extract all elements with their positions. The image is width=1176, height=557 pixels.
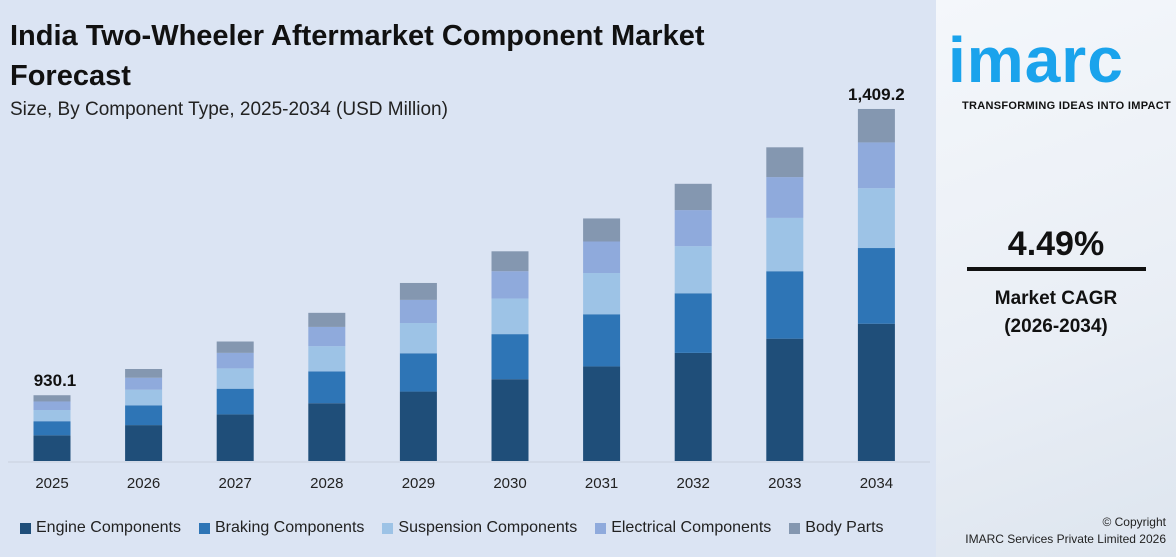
bar-segment-engine-components-2033 bbox=[766, 338, 804, 461]
bar-segment-body-parts-2032 bbox=[674, 183, 712, 211]
cagr-value: 4.49% bbox=[1007, 225, 1105, 263]
bar-segment-electrical-components-2033 bbox=[766, 177, 804, 218]
bar-segment-body-parts-2026 bbox=[125, 368, 163, 378]
bar-segment-braking-components-2029 bbox=[399, 353, 437, 392]
bar-segment-suspension-components-2032 bbox=[674, 246, 712, 294]
bar-segment-braking-components-2027 bbox=[216, 388, 254, 415]
x-tick-label: 2026 bbox=[127, 475, 160, 492]
bar-segment-electrical-components-2030 bbox=[491, 271, 529, 299]
x-tick-label: 2030 bbox=[493, 475, 526, 492]
chart-subtitle: Size, By Component Type, 2025-2034 (USD … bbox=[10, 99, 448, 120]
bar-segment-body-parts-2031 bbox=[583, 218, 621, 242]
bar-segment-braking-components-2026 bbox=[125, 405, 163, 426]
bar-segment-body-parts-2028 bbox=[308, 312, 346, 327]
bar-segment-engine-components-2027 bbox=[216, 414, 254, 461]
legend-label: Suspension Components bbox=[398, 519, 578, 536]
bar-segment-electrical-components-2034 bbox=[857, 142, 895, 189]
bar-segment-body-parts-2030 bbox=[491, 251, 529, 272]
info-panel: imarc TRANSFORMING IDEAS INTO IMPACT 4.4… bbox=[936, 0, 1176, 557]
cagr-label-text: Market CAGR bbox=[994, 288, 1118, 309]
x-tick-label: 2029 bbox=[402, 475, 435, 492]
bar-segment-electrical-components-2031 bbox=[583, 241, 621, 274]
total-data-label: 930.1 bbox=[34, 371, 77, 390]
bar-segment-braking-components-2030 bbox=[491, 334, 529, 380]
bar-segment-body-parts-2029 bbox=[399, 282, 437, 300]
bar-segment-engine-components-2030 bbox=[491, 379, 529, 461]
x-tick-label: 2033 bbox=[768, 475, 801, 492]
legend-swatch bbox=[198, 522, 210, 534]
bar-segment-suspension-components-2030 bbox=[491, 298, 529, 335]
bar-segment-engine-components-2032 bbox=[674, 352, 712, 461]
bar-segment-suspension-components-2028 bbox=[308, 346, 346, 372]
x-tick-label: 2025 bbox=[35, 475, 68, 492]
bar-segment-braking-components-2028 bbox=[308, 371, 346, 404]
bar-segment-engine-components-2034 bbox=[857, 323, 895, 461]
bar-segment-suspension-components-2025 bbox=[33, 410, 71, 422]
logo-wordmark: imarc bbox=[948, 24, 1124, 96]
bar-segment-electrical-components-2028 bbox=[308, 326, 346, 347]
bar-segment-braking-components-2025 bbox=[33, 421, 71, 436]
bar-segment-engine-components-2028 bbox=[308, 403, 346, 461]
bar-segment-electrical-components-2027 bbox=[216, 352, 254, 369]
legend-label: Electrical Components bbox=[611, 519, 772, 536]
bar-segment-electrical-components-2032 bbox=[674, 210, 712, 247]
bar-segment-braking-components-2032 bbox=[674, 293, 712, 353]
cagr-label: Market CAGR (2026-2034) bbox=[936, 285, 1176, 341]
cagr-period: (2026-2034) bbox=[1004, 316, 1108, 337]
bar-segment-suspension-components-2033 bbox=[766, 217, 804, 272]
legend-item: Suspension Components bbox=[382, 519, 577, 537]
bar-segment-suspension-components-2029 bbox=[399, 323, 437, 354]
legend-swatch bbox=[595, 522, 607, 534]
total-data-label: 1,409.2 bbox=[848, 85, 905, 104]
x-tick-label: 2027 bbox=[219, 475, 252, 492]
legend-item: Engine Components bbox=[20, 519, 181, 537]
bar-segment-suspension-components-2027 bbox=[216, 368, 254, 389]
legend-swatch bbox=[382, 522, 394, 534]
x-tick-label: 2028 bbox=[310, 475, 343, 492]
legend-item: Braking Components bbox=[198, 519, 365, 537]
copyright: © Copyright IMARC Services Private Limit… bbox=[965, 514, 1166, 548]
bar-segment-suspension-components-2031 bbox=[583, 273, 621, 315]
x-tick-label: 2032 bbox=[677, 475, 710, 492]
stacked-bar-chart: 2025 930.1 2026 2027 2028 2029 2030 2031 2032 203… bbox=[8, 85, 930, 492]
legend: Engine Components Braking Components Suspe… bbox=[20, 519, 884, 537]
bar-segment-engine-components-2029 bbox=[399, 391, 437, 461]
bar-segment-electrical-components-2025 bbox=[33, 401, 71, 411]
bar-segment-body-parts-2034 bbox=[857, 108, 895, 143]
bar-segment-engine-components-2025 bbox=[33, 435, 71, 461]
bar-segment-suspension-components-2034 bbox=[857, 188, 895, 249]
x-tick-label: 2031 bbox=[585, 475, 618, 492]
bar-segment-engine-components-2026 bbox=[125, 425, 163, 461]
bar-segment-electrical-components-2029 bbox=[399, 299, 437, 324]
legend-label: Body Parts bbox=[805, 519, 884, 536]
legend-swatch bbox=[20, 522, 31, 534]
bar-segment-body-parts-2025 bbox=[33, 395, 71, 402]
cagr-divider bbox=[967, 267, 1146, 271]
bar-segment-electrical-components-2026 bbox=[125, 377, 163, 390]
bar-segment-braking-components-2033 bbox=[766, 271, 804, 339]
bar-segment-body-parts-2027 bbox=[216, 341, 254, 353]
legend-swatch bbox=[789, 522, 801, 534]
copyright-label: © Copyright bbox=[1102, 515, 1166, 529]
bar-segment-engine-components-2031 bbox=[583, 366, 621, 461]
bar-segment-body-parts-2033 bbox=[766, 147, 804, 178]
bar-segment-suspension-components-2026 bbox=[125, 389, 163, 406]
copyright-company: IMARC Services Private Limited 2026 bbox=[965, 532, 1166, 546]
legend-label: Braking Components bbox=[214, 519, 365, 536]
logo-tagline: TRANSFORMING IDEAS INTO IMPACT bbox=[962, 100, 1172, 112]
legend-item: Electrical Components bbox=[595, 519, 771, 537]
chart-panel: India Two-Wheeler Aftermarket Component … bbox=[8, 20, 930, 537]
legend-label: Engine Components bbox=[36, 519, 181, 536]
bar-segment-braking-components-2034 bbox=[857, 248, 895, 324]
chart-title: India Two-Wheeler Aftermarket Component … bbox=[10, 20, 705, 92]
x-tick-label: 2034 bbox=[860, 475, 893, 492]
bar-segment-braking-components-2031 bbox=[583, 314, 621, 367]
legend-item: Body Parts bbox=[789, 519, 884, 537]
